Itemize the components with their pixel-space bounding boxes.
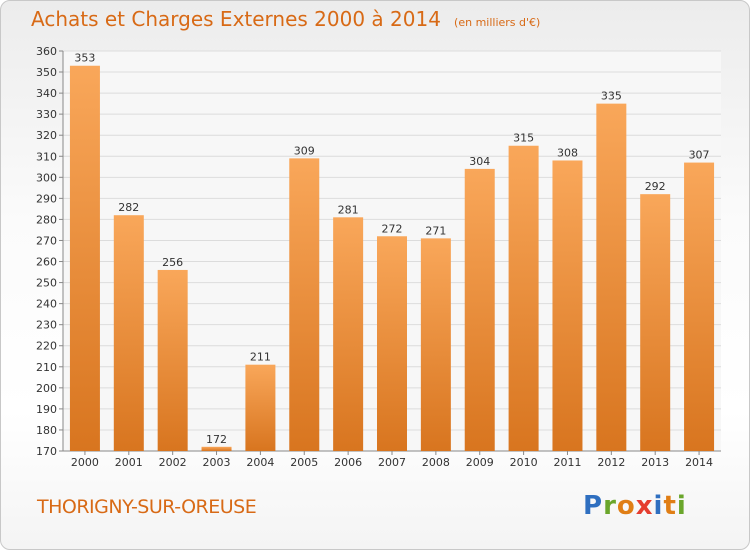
bar-2004 (245, 364, 276, 451)
logo-letter: o (616, 491, 636, 521)
x-tick-label-2000: 2000 (71, 456, 99, 469)
x-tick-label-2013: 2013 (641, 456, 669, 469)
y-tick-label: 350 (36, 66, 57, 79)
bar-2007 (377, 236, 407, 451)
y-tick-label: 300 (36, 171, 57, 184)
y-tick-label: 320 (36, 129, 57, 142)
y-tick-label: 170 (36, 445, 57, 458)
y-tick-label: 290 (36, 192, 57, 205)
data-labels: 353 282 256 172 211 309 281 272 271 304 315 308 335 2… (74, 52, 709, 446)
x-tick-label-2006: 2006 (334, 456, 362, 469)
y-tick-label: 230 (36, 319, 57, 332)
value-label-2004: 211 (250, 351, 271, 364)
x-tick-label-2011: 2011 (553, 456, 581, 469)
x-tick-label-2008: 2008 (422, 456, 450, 469)
x-tick-label-2001: 2001 (115, 456, 143, 469)
value-label-2005: 309 (294, 144, 315, 157)
y-tick-label: 210 (36, 361, 57, 374)
logo-letter: t (663, 491, 677, 521)
bar-2000 (69, 65, 100, 451)
chart-subtitle: (en milliers d'€) (454, 16, 541, 29)
x-tick-label-2004: 2004 (246, 456, 274, 469)
logo-letter: x (635, 491, 654, 521)
y-tick-label: 180 (36, 424, 57, 437)
bar-2008 (420, 238, 451, 451)
bar-2011 (552, 160, 583, 451)
value-label-2007: 272 (382, 222, 403, 235)
x-tick-label-2010: 2010 (510, 456, 538, 469)
x-tick-label-2002: 2002 (159, 456, 187, 469)
bar-2010 (508, 145, 539, 451)
x-tick-label-2012: 2012 (597, 456, 625, 469)
value-label-2006: 281 (338, 203, 359, 216)
y-tick-label: 330 (36, 108, 57, 121)
x-tick-label-2014: 2014 (685, 456, 713, 469)
logo-letter: i (676, 491, 687, 521)
bar-2005 (289, 158, 320, 452)
bar-2006 (333, 217, 364, 451)
x-tick-label-2009: 2009 (466, 456, 494, 469)
value-label-2010: 315 (513, 132, 534, 145)
bar-2003 (201, 446, 232, 451)
y-tick-label: 200 (36, 382, 57, 395)
logo-letter: i (653, 491, 664, 521)
logo-letter: P (583, 491, 604, 521)
bars (69, 65, 715, 452)
value-label-2012: 335 (601, 90, 622, 103)
bar-2014 (684, 162, 715, 451)
y-tick-label: 260 (36, 256, 57, 269)
city-name: THORIGNY-SUR-OREUSE (37, 496, 257, 518)
value-label-2009: 304 (469, 155, 490, 168)
y-tick-label: 190 (36, 403, 57, 416)
bar-chart: 170 180 190 200 210 220 230 240 250 260 270 280 290 3… (36, 45, 721, 469)
bar-2013 (640, 194, 671, 451)
bar-2002 (157, 269, 188, 451)
x-tick-label-2007: 2007 (378, 456, 406, 469)
axes: 170 180 190 200 210 220 230 240 250 260 270 280 290 3… (36, 45, 721, 469)
proxiti-logo: Proxiti (583, 491, 687, 521)
y-tick-label: 280 (36, 213, 57, 226)
value-label-2001: 282 (118, 201, 139, 214)
y-tick-label: 270 (36, 234, 57, 247)
value-label-2014: 307 (689, 149, 710, 162)
value-label-2008: 271 (425, 224, 446, 237)
y-tick-label: 340 (36, 87, 57, 100)
y-tick-label: 310 (36, 150, 57, 163)
y-tick-label: 250 (36, 277, 57, 290)
value-label-2011: 308 (557, 146, 578, 159)
bar-2009 (464, 168, 495, 452)
chart-title: Achats et Charges Externes 2000 à 2014 (31, 7, 441, 31)
value-label-2000: 353 (74, 52, 95, 65)
value-label-2013: 292 (645, 180, 666, 193)
x-tick-label-2003: 2003 (203, 456, 231, 469)
chart-title-block: Achats et Charges Externes 2000 à 2014 (… (31, 7, 540, 31)
y-tick-label: 360 (36, 45, 57, 58)
x-tick-label-2005: 2005 (290, 456, 318, 469)
value-label-2003: 172 (206, 433, 227, 446)
bar-2001 (113, 215, 144, 451)
y-tick-label: 240 (36, 298, 57, 311)
value-label-2002: 256 (162, 256, 183, 269)
y-tick-label: 220 (36, 340, 57, 353)
logo-letter: r (603, 491, 617, 521)
bar-2012 (596, 103, 627, 451)
